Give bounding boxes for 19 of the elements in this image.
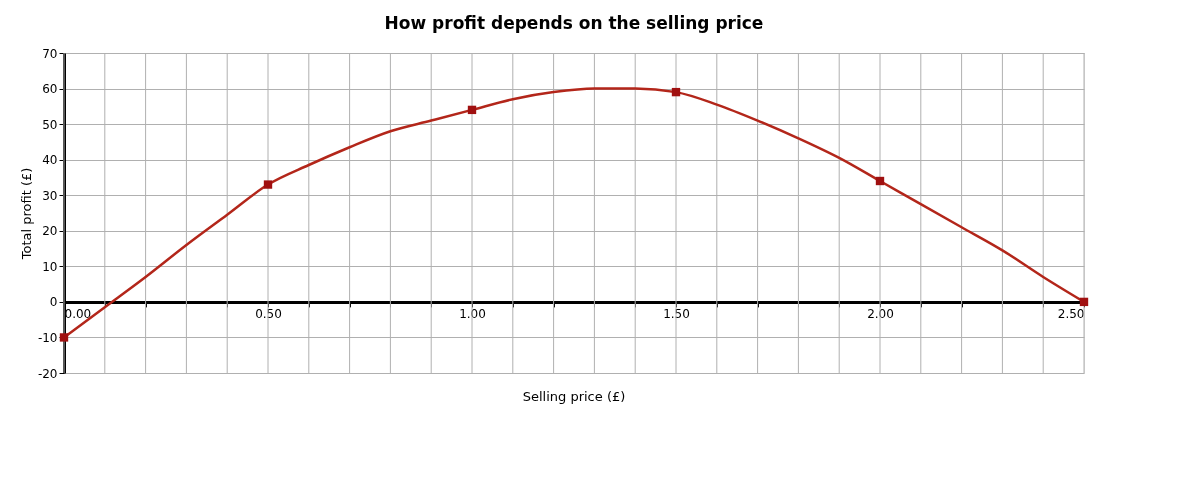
x-tick-label: 1.00 bbox=[459, 307, 486, 322]
y-tick-label: 0 bbox=[49, 295, 58, 310]
x-tick-label: 2.50 bbox=[1057, 307, 1085, 322]
x-tick-label: 2.00 bbox=[867, 307, 894, 322]
x-tick-label: 0.00 bbox=[64, 307, 92, 322]
x-tick-label: 0.50 bbox=[255, 307, 282, 322]
y-tick-label: -10 bbox=[37, 330, 58, 345]
x-tick-label: 1.50 bbox=[663, 307, 690, 322]
y-tick-label: 30 bbox=[42, 188, 58, 203]
y-tick-label: 50 bbox=[42, 117, 58, 132]
y-tick-label: 70 bbox=[42, 46, 58, 61]
y-axis-title: Total profit (£) bbox=[18, 167, 34, 261]
x-axis-title: Selling price (£) bbox=[522, 389, 626, 404]
y-tick-label: -20 bbox=[37, 366, 58, 381]
y-tick-label: 40 bbox=[42, 153, 58, 168]
y-tick-label: 60 bbox=[42, 82, 58, 97]
chart-title: How profit depends on the selling price bbox=[384, 13, 764, 33]
y-tick-label: 10 bbox=[42, 259, 58, 274]
y-tick-label: 20 bbox=[42, 224, 58, 239]
